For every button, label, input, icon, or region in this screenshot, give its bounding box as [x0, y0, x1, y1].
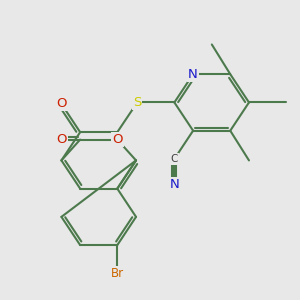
Text: O: O	[56, 133, 67, 146]
Text: O: O	[112, 133, 123, 146]
Text: C: C	[171, 154, 178, 164]
Text: N: N	[188, 68, 198, 81]
Text: Br: Br	[111, 267, 124, 280]
Text: S: S	[133, 96, 141, 109]
Text: O: O	[56, 98, 67, 110]
Text: N: N	[169, 178, 179, 191]
